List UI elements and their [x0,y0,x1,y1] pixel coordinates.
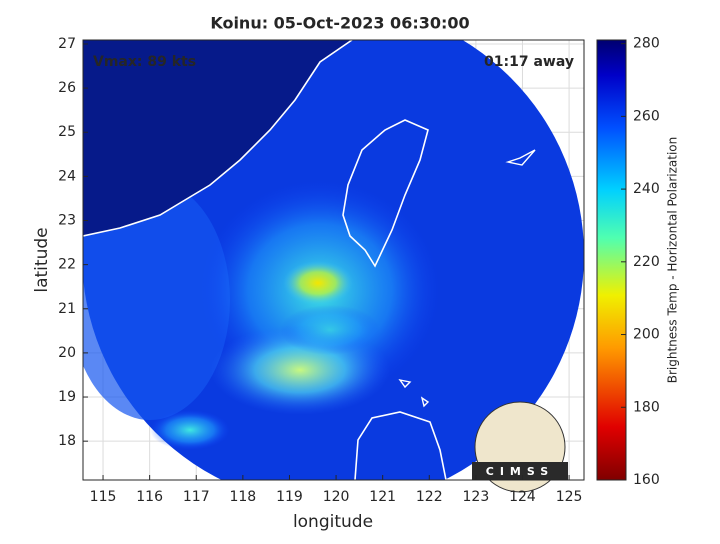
colorbar-tick-label: 220 [633,254,660,270]
logo-text: CIMSS [486,465,554,478]
colorbar-label: Brightness Temp - Horizontal Polarizatio… [666,137,680,384]
x-tick-label: 120 [323,489,350,505]
y-tick-label: 26 [58,80,76,96]
colorbar-tick-label: 200 [633,327,660,343]
x-tick-label: 117 [183,489,210,505]
x-tick-label: 118 [229,489,256,505]
x-tick-label: 125 [556,489,583,505]
x-tick-label: 123 [463,489,490,505]
chart-title: Koinu: 05-Oct-2023 06:30:00 [210,14,469,33]
y-tick-label: 22 [58,257,76,273]
x-tick-label: 121 [369,489,396,505]
colorbar-tick-label: 260 [633,108,660,124]
y-axis-label: latitude [32,227,52,292]
colorbar-tick-label: 160 [633,472,660,488]
colorbar-tick-label: 240 [633,181,660,197]
y-tick-label: 19 [58,389,76,405]
y-tick-label: 25 [58,124,76,140]
colorbar-tick-label: 180 [633,399,660,415]
colorbar-tick-label: 280 [633,36,660,52]
y-tick-label: 20 [58,345,76,361]
x-axis-label: longitude [293,512,373,532]
y-tick-label: 24 [58,168,76,184]
x-tick-label: 119 [276,489,303,505]
y-tick-label: 18 [58,433,76,449]
logo: CIMSS [472,401,568,493]
x-tick-label: 122 [416,489,443,505]
x-tick-label: 124 [509,489,536,505]
satellite-image [83,40,584,480]
x-tick-label: 116 [136,489,163,505]
colorbar [596,39,627,481]
annotation: 01:17 away [484,54,574,70]
annotation: Vmax: 89 kts [93,54,196,70]
y-tick-label: 21 [58,301,76,317]
y-tick-label: 27 [58,36,76,52]
axes-box [82,39,585,481]
x-tick-label: 115 [90,489,117,505]
y-tick-label: 23 [58,213,76,229]
